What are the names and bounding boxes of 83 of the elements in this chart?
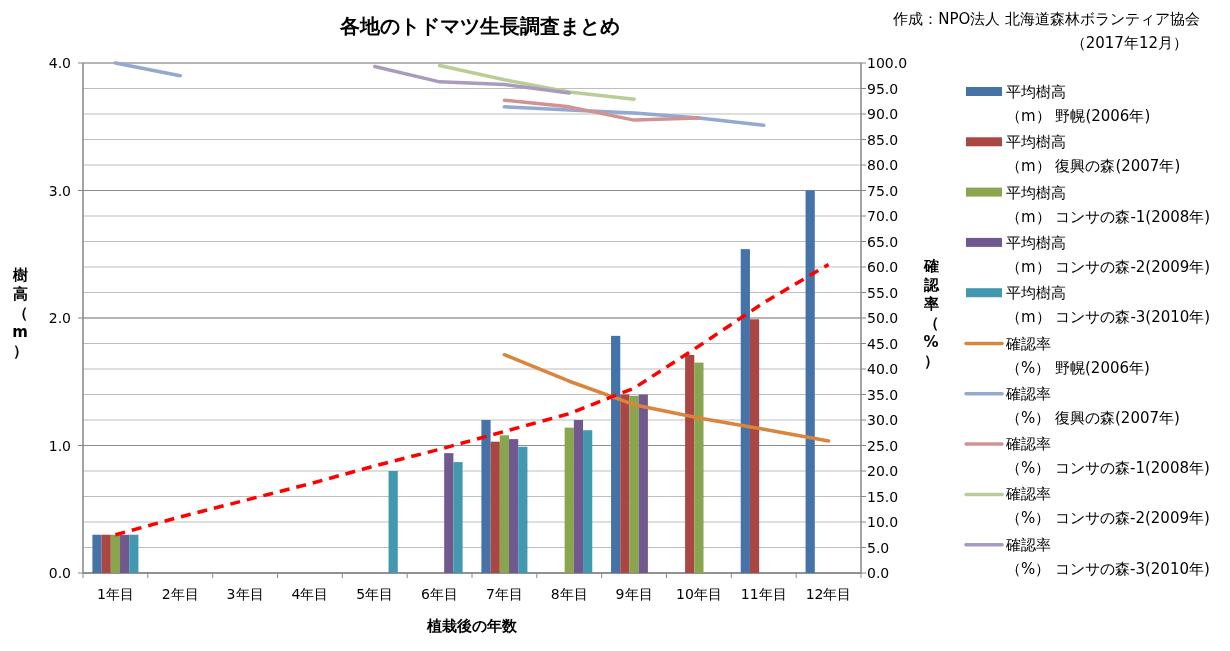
x-tick-label: 12年目 xyxy=(805,586,852,602)
y2-tick-label: 70.0 xyxy=(867,208,899,224)
y-tick-label: 3.0 xyxy=(48,182,71,199)
y2-tick-label: 50.0 xyxy=(867,310,899,326)
y-tick-label: 0.0 xyxy=(48,565,71,581)
x-tick-label: 7年目 xyxy=(485,586,523,602)
y2-tick-label: 45.0 xyxy=(867,335,899,352)
line-series xyxy=(437,63,636,101)
legend-label: 平均樹高（m） 復興の森(2007年) xyxy=(1006,133,1181,176)
bar xyxy=(638,394,648,573)
bar xyxy=(564,427,574,573)
x-tick-label: 10年目 xyxy=(676,586,722,602)
legend-label: 平均樹高（m） コンサの森-2(2009年) xyxy=(1006,233,1211,276)
bar xyxy=(629,395,639,573)
x-tick-label: 9年目 xyxy=(615,586,653,602)
legend-label: 確認率（%） 野幌(2006年) xyxy=(1005,334,1150,377)
y2-tick-label: 85.0 xyxy=(867,131,899,148)
y2-tick-label: 100.0 xyxy=(867,55,908,71)
bar xyxy=(583,430,593,573)
y2-tick-label: 60.0 xyxy=(867,259,899,275)
x-tick-label: 8年目 xyxy=(550,586,588,602)
y2-tick-label: 25.0 xyxy=(867,437,899,454)
bar xyxy=(453,462,463,573)
bar xyxy=(573,420,584,573)
bar xyxy=(805,190,815,573)
y2-tick-label: 55.0 xyxy=(867,284,899,301)
y-tick-label: 4.0 xyxy=(48,55,71,71)
y2-tick-label: 20.0 xyxy=(867,463,899,479)
legend-label: 確認率（%） コンサの森-2(2009年) xyxy=(1005,485,1210,528)
y2-tick-label: 40.0 xyxy=(867,361,899,377)
bar xyxy=(499,435,510,573)
y2-tick-label: 10.0 xyxy=(867,514,899,530)
y2-tick-label: 0.0 xyxy=(867,565,890,581)
chart-title: 各地のトドマツ生長調査まとめ xyxy=(339,14,620,38)
y2-tick-label: 95.0 xyxy=(867,80,899,97)
bar xyxy=(509,439,519,573)
bar xyxy=(444,453,454,573)
bar xyxy=(685,354,695,573)
y2-tick-label: 80.0 xyxy=(867,157,899,173)
y2-tick-label: 15.0 xyxy=(867,488,899,505)
y2-axis-title: 確認率（%） xyxy=(922,256,940,370)
bar xyxy=(694,362,704,573)
bar xyxy=(620,394,630,573)
x-tick-label: 4年目 xyxy=(291,586,329,602)
y-tick-label: 1.0 xyxy=(48,437,71,454)
bar xyxy=(749,319,760,573)
y-tick-label: 2.0 xyxy=(48,310,71,326)
bar xyxy=(129,534,139,573)
line-series xyxy=(373,64,571,95)
bar xyxy=(518,446,528,573)
legend-label: 平均樹高（m） 野幌(2006年) xyxy=(1006,83,1151,125)
x-tick-label: 3年目 xyxy=(226,586,264,602)
legend-label: 確認率（%） コンサの森-1(2008年) xyxy=(1005,435,1210,478)
bar xyxy=(611,335,621,573)
x-tick-label: 6年目 xyxy=(421,586,459,602)
legend-label: 平均樹高（m） コンサの森-1(2008年) xyxy=(1006,183,1211,226)
y2-tick-label: 5.0 xyxy=(867,539,890,556)
line-series xyxy=(502,352,831,443)
x-tick-label: 2年目 xyxy=(161,586,199,602)
legend-label: 確認率（%） コンサの森-3(2010年) xyxy=(1005,535,1210,578)
bar xyxy=(120,534,130,573)
legend-label: 確認率（%） 復興の森(2007年) xyxy=(1005,384,1180,427)
text: 作成：NPO法人 北海道森林ボランティア協会（2017年12月） xyxy=(892,10,1200,52)
line-series xyxy=(502,98,701,122)
y2-tick-label: 90.0 xyxy=(867,106,899,122)
bar xyxy=(740,249,750,573)
x-tick-label: 5年目 xyxy=(356,586,394,602)
x-axis-title: 植栽後の年数 xyxy=(426,617,518,635)
legend-label: 平均樹高（m） コンサの森-3(2010年) xyxy=(1006,284,1211,327)
y2-tick-label: 65.0 xyxy=(867,233,899,250)
bar xyxy=(481,420,491,573)
y2-tick-label: 30.0 xyxy=(867,412,899,428)
bar xyxy=(490,441,500,573)
y2-tick-label: 75.0 xyxy=(867,182,899,199)
y2-tick-label: 35.0 xyxy=(867,386,899,403)
bar xyxy=(101,534,111,573)
bar xyxy=(110,534,121,573)
y-axis-title: 樹高（m） xyxy=(11,266,28,360)
line-series xyxy=(113,262,831,537)
bar xyxy=(92,534,102,573)
bar xyxy=(388,471,398,573)
x-tick-label: 1年目 xyxy=(96,586,134,602)
x-tick-label: 11年目 xyxy=(740,586,787,602)
